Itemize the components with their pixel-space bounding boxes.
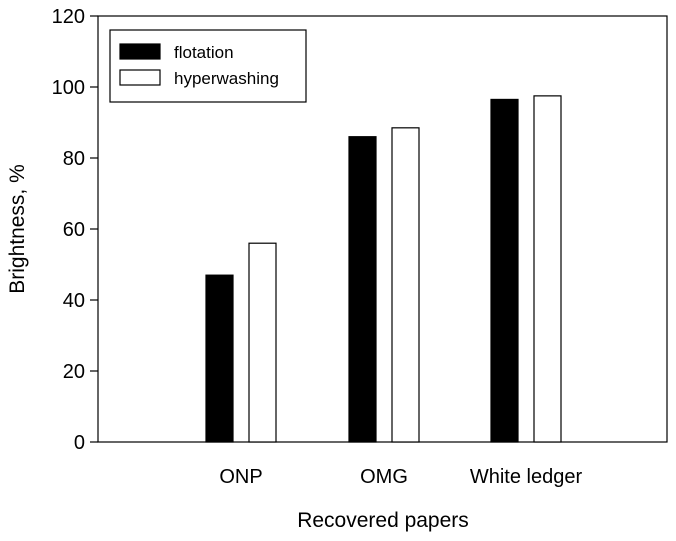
legend-swatch-flotation — [119, 43, 161, 60]
bar-hyperwashing-omg — [391, 127, 420, 443]
bar-hyperwashing-onp — [248, 242, 277, 443]
legend: flotation hyperwashing — [109, 29, 307, 103]
x-axis-ticks: ONP OMG White ledger — [219, 466, 582, 488]
bar-series — [205, 95, 562, 443]
y-tick-label: 120 — [52, 6, 85, 28]
legend-label-flotation: flotation — [174, 43, 234, 62]
x-axis-title: Recovered papers — [297, 509, 469, 532]
bar-flotation-white-ledger — [490, 98, 519, 443]
y-tick-label: 40 — [63, 290, 85, 312]
legend-label-hyperwashing: hyperwashing — [174, 69, 279, 88]
bar-hyperwashing-white-ledger — [533, 95, 562, 443]
x-tick-label: ONP — [219, 466, 262, 488]
y-tick-label: 20 — [63, 361, 85, 383]
y-tick-label: 60 — [63, 219, 85, 241]
y-axis-title: Brightness, % — [6, 164, 29, 294]
y-tick-label: 100 — [52, 77, 85, 99]
legend-box — [109, 29, 307, 103]
bar-flotation-onp — [205, 274, 234, 443]
bar-flotation-omg — [348, 136, 377, 443]
legend-swatch-hyperwashing — [119, 69, 161, 86]
y-axis-ticks: 0 20 40 60 80 100 120 — [52, 6, 98, 454]
x-tick-label: White ledger — [470, 466, 583, 488]
y-tick-label: 0 — [74, 432, 85, 454]
y-tick-label: 80 — [63, 148, 85, 170]
x-tick-label: OMG — [360, 466, 408, 488]
